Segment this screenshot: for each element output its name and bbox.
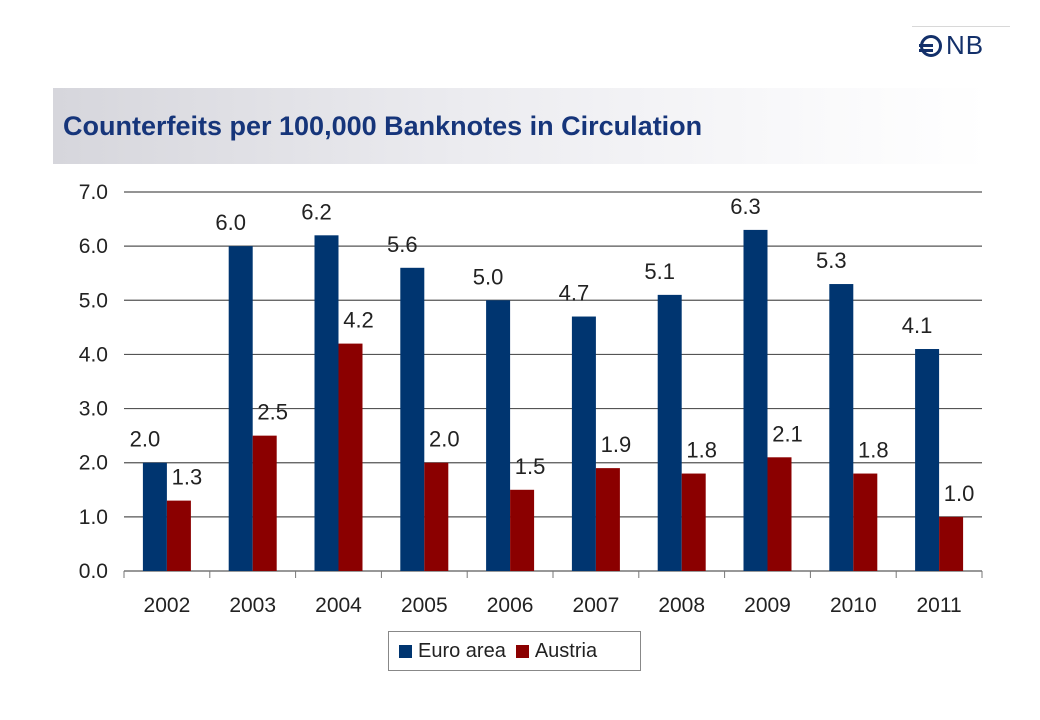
bar-austria-2003 [252,435,277,571]
data-label-euro-area-2004: 6.2 [301,199,332,224]
y-tick-label: 1.0 [79,506,108,529]
x-tick-label: 2003 [229,594,276,617]
data-label-austria-2007: 1.9 [601,432,632,457]
y-tick-label: 3.0 [79,398,108,421]
legend-label-austria: Austria [534,639,598,662]
x-tick-label: 2010 [830,594,877,617]
data-label-euro-area-2006: 5.0 [473,264,504,289]
bar-euro-area-2009 [743,229,768,571]
bar-austria-2006 [510,489,535,571]
bar-austria-2005 [424,462,449,571]
bar-euro-area-2002 [142,462,167,571]
legend-swatch-euro-area [399,644,412,658]
y-tick-label: 6.0 [79,235,108,258]
legend-label-euro-area: Euro area [418,639,506,662]
bar-euro-area-2004 [314,235,339,572]
bar-euro-area-2011 [915,349,940,571]
data-label-euro-area-2010: 5.3 [816,248,847,273]
bar-austria-2004 [338,343,363,571]
y-tick-label: 4.0 [79,343,108,366]
data-label-euro-area-2008: 5.1 [644,259,675,284]
data-label-euro-area-2003: 6.0 [215,210,246,235]
data-label-austria-2005: 2.0 [429,427,460,452]
bar-austria-2007 [595,468,620,571]
data-label-austria-2002: 1.3 [172,465,203,490]
chart-title: Counterfeits per 100,000 Banknotes in Ci… [63,111,703,141]
euro-symbol-icon [919,35,942,57]
x-tick-label: 2004 [315,594,362,617]
x-tick-label: 2006 [487,594,534,617]
x-tick-label: 2002 [144,594,191,617]
title-banner: Counterfeits per 100,000 Banknotes in Ci… [53,88,988,164]
bar-euro-area-2010 [829,284,854,571]
bar-austria-2009 [767,457,792,571]
y-axis-ticks: 0.0 1.0 2.0 3.0 4.0 5.0 6.0 7.0 [79,181,108,583]
bar-euro-area-2005 [400,267,425,571]
x-tick-label: 2009 [744,594,791,617]
data-label-austria-2006: 1.5 [515,454,546,479]
logo-text: NB [946,30,985,60]
data-label-euro-area-2002: 2.0 [130,427,161,452]
data-label-austria-2003: 2.5 [257,400,288,425]
legend-swatch-austria [515,644,529,658]
data-label-austria-2008: 1.8 [686,438,717,463]
data-label-austria-2010: 1.8 [858,438,889,463]
bar-euro-area-2008 [657,294,682,571]
data-label-euro-area-2011: 4.1 [902,313,933,338]
data-labels: 2.0 1.3 6.0 2.5 6.2 4.2 5.6 2.0 5.0 1.5 4.7 1.9 5.1 1… [130,194,975,506]
bar-austria-2010 [853,473,878,571]
legend: Euro area Austria [388,631,641,671]
bar-austria-2002 [166,500,191,571]
bar-euro-area-2003 [228,246,253,571]
y-tick-label: 7.0 [79,181,108,204]
y-tick-label: 0.0 [79,560,108,583]
bar-euro-area-2006 [486,300,511,571]
x-tick-label: 2008 [658,594,705,617]
y-tick-label: 2.0 [79,452,108,475]
bars [142,229,964,572]
x-tick-label: 2005 [401,594,448,617]
x-tick-label: 2007 [573,594,620,617]
onb-logo: NB [912,26,1010,61]
y-tick-label: 5.0 [79,289,108,312]
bar-euro-area-2007 [571,316,596,571]
data-label-austria-2004: 4.2 [343,308,374,333]
x-axis: 2002 2003 2004 2005 2006 2007 2008 2009 2010 2011 [123,571,983,617]
legend-item-euro-area: Euro area [399,640,506,663]
bar-austria-2011 [939,516,964,571]
data-label-euro-area-2007: 4.7 [559,281,590,306]
data-label-euro-area-2005: 5.6 [387,232,418,257]
data-label-austria-2011: 1.0 [944,481,975,506]
data-label-euro-area-2009: 6.3 [730,194,761,219]
legend-item-austria: Austria [515,639,598,663]
x-tick-label: 2011 [917,594,962,617]
data-label-austria-2009: 2.1 [772,421,803,446]
bar-austria-2008 [681,473,706,571]
